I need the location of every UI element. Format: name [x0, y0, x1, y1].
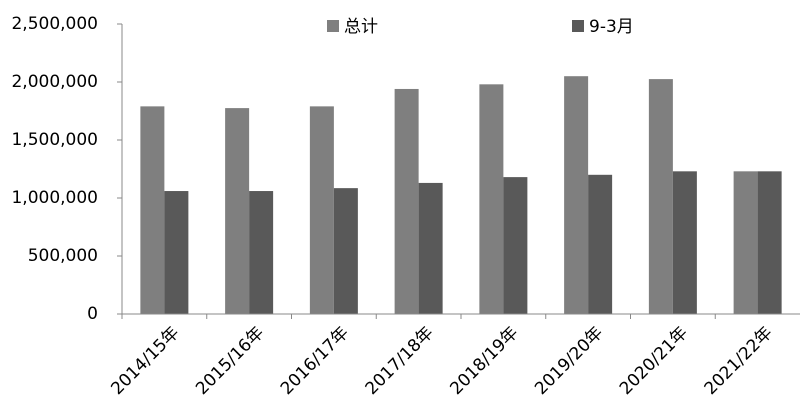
bar	[564, 76, 589, 314]
x-tick-label: 2021/22年	[701, 323, 777, 399]
bar	[225, 108, 250, 314]
bar	[503, 177, 528, 314]
y-tick-label: 2,000,000	[11, 72, 98, 92]
legend-swatch	[572, 20, 584, 32]
y-tick-label: 0	[87, 304, 98, 324]
legend-swatch	[327, 20, 339, 32]
bar	[309, 106, 334, 314]
x-tick-label: 2020/21年	[616, 323, 692, 399]
x-tick-label: 2014/15年	[107, 323, 183, 399]
y-tick-label: 2,500,000	[11, 14, 98, 34]
bar	[479, 84, 504, 314]
y-tick-label: 1,000,000	[11, 188, 98, 208]
bar	[418, 182, 443, 314]
x-tick-label: 2016/17年	[277, 323, 353, 399]
legend-label: 9-3月	[589, 17, 634, 37]
bar	[249, 191, 274, 314]
legend-label: 总计	[344, 17, 378, 37]
y-tick-label: 500,000	[28, 246, 98, 266]
x-tick-label: 2018/19年	[446, 323, 522, 399]
x-tick-label: 2019/20年	[531, 323, 607, 399]
bar	[333, 188, 358, 314]
x-tick-label: 2015/16年	[192, 323, 268, 399]
bar	[733, 171, 758, 314]
bar	[140, 106, 165, 314]
x-tick-label: 2017/18年	[362, 323, 438, 399]
bar	[164, 191, 189, 314]
bar	[757, 171, 782, 314]
y-tick-label: 1,500,000	[11, 130, 98, 150]
bar	[394, 88, 419, 315]
bar	[672, 171, 697, 314]
bar	[648, 79, 673, 314]
bar	[588, 174, 613, 314]
